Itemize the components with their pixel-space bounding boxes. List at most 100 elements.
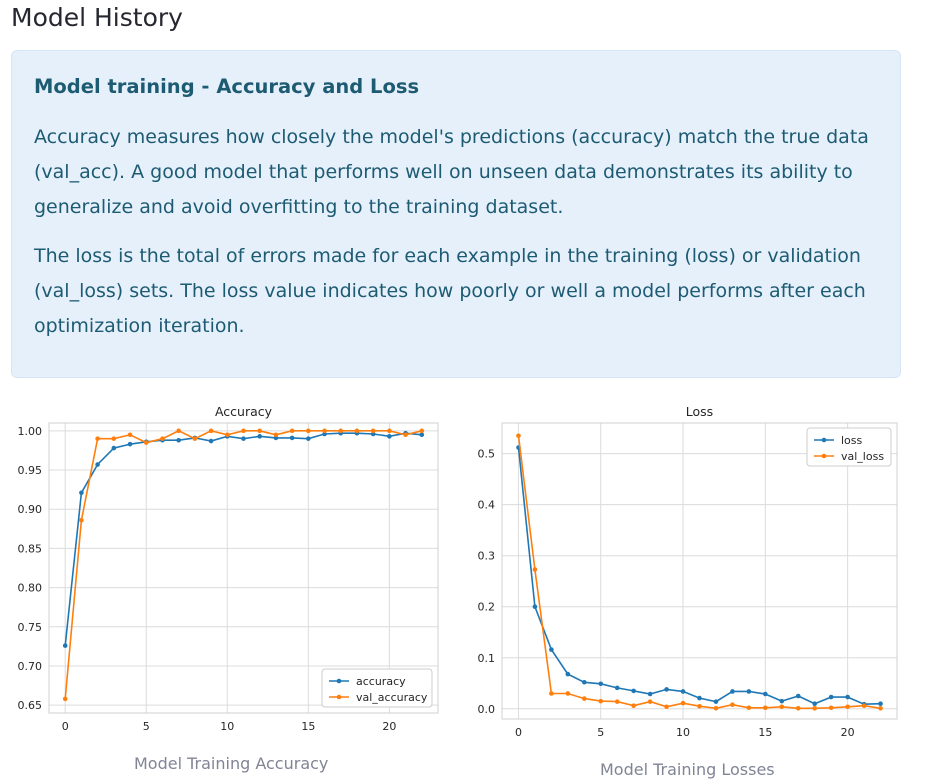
data-point-loss bbox=[779, 698, 785, 704]
data-point-accuracy bbox=[419, 432, 425, 438]
data-point-val_loss bbox=[614, 699, 620, 704]
data-point-val_loss bbox=[680, 700, 686, 706]
data-point-val_loss bbox=[581, 696, 587, 701]
data-point-accuracy bbox=[387, 434, 392, 439]
y-tick-label: 0.1 bbox=[478, 652, 496, 665]
y-tick-label: 0.95 bbox=[18, 464, 43, 477]
data-point-accuracy bbox=[111, 445, 117, 451]
y-tick-label: 0.3 bbox=[478, 550, 496, 563]
data-point-accuracy bbox=[95, 462, 100, 467]
legend-label: val_accuracy bbox=[356, 691, 428, 704]
data-point-val_loss bbox=[631, 703, 636, 709]
data-point-val_accuracy bbox=[403, 432, 408, 438]
x-tick-label: 15 bbox=[758, 726, 772, 739]
x-tick-label: 10 bbox=[676, 726, 690, 739]
y-tick-label: 0.90 bbox=[18, 503, 43, 516]
data-point-val_accuracy bbox=[387, 428, 392, 434]
series-line-val_accuracy bbox=[64, 429, 422, 699]
data-point-val_accuracy bbox=[273, 432, 279, 438]
data-point-val_accuracy bbox=[241, 428, 246, 434]
data-point-val_accuracy bbox=[192, 436, 198, 441]
data-point-accuracy bbox=[176, 437, 181, 443]
data-point-accuracy bbox=[62, 643, 68, 648]
data-point-loss bbox=[746, 689, 752, 694]
data-point-loss bbox=[812, 701, 818, 706]
data-point-loss bbox=[565, 671, 571, 677]
data-point-val_accuracy bbox=[257, 428, 263, 434]
legend-label: accuracy bbox=[356, 675, 406, 688]
x-tick-label: 5 bbox=[143, 720, 150, 733]
accuracy-chart-caption: Model Training Accuracy bbox=[134, 754, 329, 773]
y-tick-label: 1.00 bbox=[18, 425, 43, 438]
data-point-val_accuracy bbox=[208, 428, 214, 434]
loss-chart-svg: Loss 0 5 10 15 20 0.0 0.1 0.2 0.3 0.4 0.5 loss val_lo… bbox=[478, 404, 898, 739]
data-point-val_accuracy bbox=[224, 432, 230, 438]
legend-box bbox=[321, 668, 433, 708]
data-point-loss bbox=[795, 693, 801, 699]
data-point-val_loss bbox=[565, 691, 571, 696]
data-point-val_accuracy bbox=[127, 432, 133, 438]
data-point-val_accuracy bbox=[370, 428, 376, 434]
data-point-accuracy bbox=[241, 436, 246, 441]
data-point-val_loss bbox=[828, 705, 834, 711]
data-point-accuracy bbox=[257, 434, 263, 439]
data-point-val_loss bbox=[763, 705, 768, 711]
page-title: Model History bbox=[11, 3, 183, 32]
x-tick-label: 0 bbox=[62, 720, 69, 733]
data-point-val_accuracy bbox=[176, 428, 181, 434]
data-point-loss bbox=[878, 701, 883, 706]
y-tick-label: 0.75 bbox=[18, 621, 43, 634]
data-point-val_accuracy bbox=[160, 436, 165, 441]
data-point-val_loss bbox=[861, 703, 867, 709]
data-point-val_accuracy bbox=[95, 436, 100, 441]
plot-frame bbox=[501, 422, 898, 720]
data-point-val_loss bbox=[647, 699, 653, 704]
loss-chart: Loss 0 5 10 15 20 0.0 0.1 0.2 0.3 0.4 0.5 loss val_lo… bbox=[460, 398, 905, 752]
data-point-val_loss bbox=[532, 567, 538, 572]
legend-marker bbox=[336, 678, 342, 684]
data-point-loss bbox=[845, 694, 850, 700]
data-point-val_accuracy bbox=[79, 517, 84, 523]
legend-marker bbox=[821, 437, 827, 443]
data-point-loss bbox=[647, 691, 653, 697]
info-heading: Model training - Accuracy and Loss bbox=[34, 75, 420, 98]
data-point-val_loss bbox=[795, 705, 801, 711]
x-tick-label: 15 bbox=[301, 720, 315, 733]
data-point-val_accuracy bbox=[419, 428, 425, 434]
y-tick-label: 0.0 bbox=[478, 703, 496, 716]
data-point-accuracy bbox=[306, 436, 311, 441]
y-tick-label: 0.2 bbox=[478, 601, 496, 614]
data-point-val_loss bbox=[746, 705, 752, 711]
data-point-loss bbox=[730, 689, 735, 694]
x-tick-label: 20 bbox=[382, 720, 396, 733]
data-point-val_loss bbox=[664, 704, 669, 710]
x-tick-label: 0 bbox=[515, 726, 522, 739]
data-point-val_loss bbox=[878, 705, 883, 711]
data-point-accuracy bbox=[208, 438, 214, 444]
data-point-loss bbox=[614, 685, 620, 691]
legend-marker bbox=[336, 694, 342, 700]
data-point-val_loss bbox=[812, 705, 818, 711]
data-point-val_accuracy bbox=[143, 440, 149, 445]
data-point-val_loss bbox=[730, 702, 735, 708]
info-paragraph-loss: The loss is the total of errors made for… bbox=[34, 245, 866, 337]
y-tick-label: 0.70 bbox=[18, 660, 43, 673]
y-tick-label: 0.4 bbox=[478, 499, 496, 512]
info-paragraph-accuracy: Accuracy measures how closely the model'… bbox=[34, 126, 869, 218]
series-line-accuracy bbox=[64, 432, 422, 646]
x-tick-label: 10 bbox=[220, 720, 234, 733]
x-tick-label: 5 bbox=[597, 726, 604, 739]
data-point-accuracy bbox=[127, 441, 133, 447]
data-point-val_accuracy bbox=[306, 428, 311, 434]
data-point-val_loss bbox=[713, 705, 719, 711]
data-point-loss bbox=[763, 691, 768, 697]
data-point-loss bbox=[598, 681, 604, 687]
accuracy-chart: Accuracy 0 5 10 15 20 0.65 0.70 0.75 0.80 0.85 0.90… bbox=[0, 398, 450, 752]
data-point-loss bbox=[664, 687, 669, 692]
data-point-val_accuracy bbox=[354, 428, 360, 434]
data-point-loss bbox=[631, 688, 636, 694]
data-point-loss bbox=[532, 604, 538, 610]
y-tick-label: 0.85 bbox=[18, 542, 43, 555]
data-point-loss bbox=[828, 694, 834, 700]
series-line-val_loss bbox=[517, 435, 881, 710]
